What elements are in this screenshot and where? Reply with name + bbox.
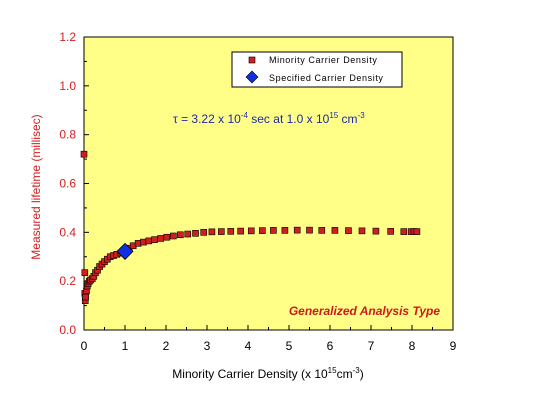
specified-point	[116, 242, 134, 260]
data-point	[208, 228, 216, 236]
data-point	[306, 226, 313, 234]
data-point	[163, 233, 171, 241]
y-tick-label: 1.0	[59, 79, 76, 93]
data-point	[331, 227, 339, 234]
tau-part-4: 15	[329, 111, 338, 120]
x-tick-label: 4	[245, 339, 252, 353]
data-point	[358, 227, 366, 235]
data-point	[259, 227, 266, 234]
x-tick-label: 3	[204, 339, 211, 353]
series-specified-carrier-density	[116, 242, 134, 260]
x-axis-title-main: Minority Carrier Density (x 10	[172, 367, 328, 381]
data-point	[372, 227, 380, 235]
x-tick-label: 2	[163, 339, 170, 353]
x-tick-label: 1	[122, 339, 129, 353]
legend-entry-specified-carrier-density: Specified Carrier Density	[269, 73, 384, 83]
x-axis-title: Minority Carrier Density (x 1015cm-3)	[172, 366, 363, 381]
tau-annotation: τ = 3.22 x 10-4 sec at 1.0 x 1015 cm-3	[173, 111, 365, 126]
data-point	[413, 228, 421, 235]
data-point	[247, 227, 255, 235]
data-point	[170, 232, 177, 240]
y-tick-label: 0.0	[59, 323, 76, 337]
data-point	[81, 269, 89, 276]
y-tick-label: 0.8	[59, 128, 76, 142]
tau-part-5: cm	[338, 112, 357, 126]
data-point	[387, 228, 394, 235]
x-tick-label: 6	[327, 339, 334, 353]
legend-marker-diamond	[245, 70, 259, 84]
y-axis: 0.0 0.2 0.4 0.6 0.8 1.0 1.2	[59, 30, 89, 337]
x-tick-label: 7	[368, 339, 375, 353]
x-tick-label: 0	[81, 339, 88, 353]
series-minority-carrier-density	[80, 150, 421, 305]
data-point	[151, 236, 158, 243]
legend-entry-minority-carrier-density: Minority Carrier Density	[269, 55, 377, 65]
y-tick-label: 1.2	[59, 30, 76, 44]
data-point	[200, 229, 208, 236]
data-point	[281, 227, 289, 234]
y-tick-label: 0.6	[59, 177, 76, 191]
tau-part-3: sec at 1.0 x 10	[248, 112, 330, 126]
tau-part-2: -4	[241, 111, 249, 120]
y-tick-label: 0.2	[59, 274, 76, 288]
data-point	[400, 228, 408, 235]
x-axis-title-close: )	[360, 367, 364, 381]
data-point	[184, 230, 192, 238]
data-point	[318, 227, 326, 234]
tau-part-1: τ = 3.22 x 10	[173, 112, 241, 126]
y-axis-title: Measured lifetime (millisec)	[29, 114, 43, 259]
data-point	[270, 227, 277, 234]
data-point	[293, 226, 301, 234]
data-point	[80, 150, 88, 158]
data-point	[237, 227, 244, 235]
data-point	[218, 228, 225, 235]
legend: Minority Carrier Density Specified Carri…	[231, 51, 403, 88]
data-point	[145, 237, 153, 245]
x-axis: 0 1 2 3 4 5 6 7 8 9	[81, 325, 457, 353]
y-tick-label: 0.4	[59, 225, 76, 239]
x-axis-title-exponent: 15	[328, 366, 337, 375]
legend-marker-square	[248, 56, 256, 64]
data-point	[157, 235, 164, 242]
data-point	[192, 230, 199, 237]
data-point	[177, 231, 184, 239]
data-point	[82, 293, 89, 301]
x-tick-label: 9	[450, 339, 457, 353]
x-axis-title-unit: cm	[337, 367, 353, 381]
x-tick-label: 8	[409, 339, 416, 353]
x-axis-title-unit-exponent: -3	[353, 366, 361, 375]
tau-part-6: -3	[358, 111, 366, 120]
data-point	[227, 228, 235, 235]
legend-box	[231, 51, 403, 88]
x-tick-label: 5	[286, 339, 293, 353]
analysis-type-annotation: Generalized Analysis Type	[289, 304, 440, 318]
data-point	[345, 227, 352, 234]
